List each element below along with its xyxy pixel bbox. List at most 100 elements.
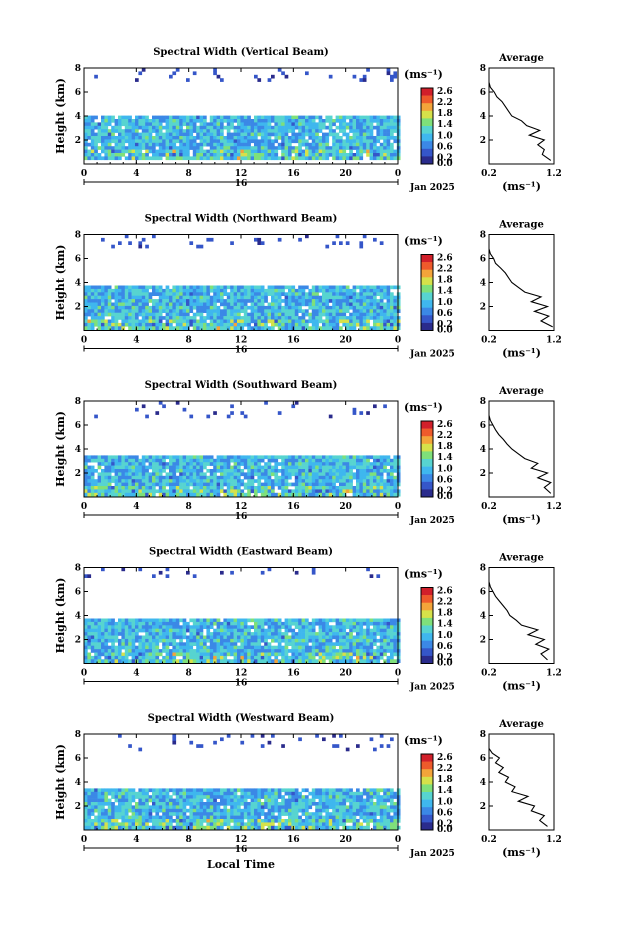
heatmap-cell: [213, 645, 217, 650]
heatmap-cell: [172, 645, 177, 650]
heatmap-cell: [291, 632, 296, 636]
heatmap-cell: [152, 482, 156, 487]
heatmap-cell: [311, 319, 316, 324]
heatmap-cell: [192, 638, 197, 643]
heatmap-cell: [305, 659, 309, 663]
heatmap-cell: [352, 322, 357, 327]
colorbar: 2.62.21.81.41.00.60.20.0: [420, 87, 453, 169]
heatmap-cell: [237, 482, 241, 487]
heatmap-cell: [162, 642, 166, 646]
heatmap-cell: [179, 628, 183, 633]
heatmap-cell: [298, 305, 302, 310]
heatmap-cell: [345, 462, 350, 466]
heatmap-cell: [84, 302, 88, 307]
heatmap-cell: [345, 288, 350, 293]
heatmap-cell: [158, 302, 163, 307]
heatmap-cell: [138, 659, 143, 663]
heatmap-cell: [254, 288, 258, 293]
heatmap-cell: [386, 309, 391, 313]
heatmap-cell: [84, 119, 88, 123]
heatmap-cell: [138, 244, 143, 249]
heatmap-cell: [274, 655, 279, 660]
heatmap-cell: [281, 312, 285, 317]
heatmap-cell: [172, 125, 177, 130]
heatmap-cell: [311, 489, 316, 494]
heatmap-cell: [274, 465, 279, 470]
heatmap-cell: [199, 142, 204, 147]
heatmap-cell: [325, 618, 330, 623]
heatmap-cell: [379, 455, 384, 460]
heatmap-cell: [162, 628, 166, 633]
profile-ytick-label: 2: [480, 136, 486, 146]
colorbar-tick: 2.2: [437, 431, 453, 441]
heatmap-cell: [281, 489, 285, 494]
heatmap-cell: [220, 659, 224, 663]
heatmap-cell: [175, 486, 180, 490]
heatmap-cell: [84, 115, 88, 120]
heatmap-cell: [277, 455, 282, 460]
heatmap-cell: [97, 642, 102, 646]
heatmap-cell: [179, 638, 183, 643]
heatmap-cell: [366, 129, 370, 133]
heatmap-cell: [216, 475, 221, 480]
heatmap-cell: [237, 326, 241, 330]
heatmap-cell: [169, 319, 173, 324]
heatmap-cell: [124, 489, 129, 494]
heatmap-cell: [165, 642, 170, 646]
heatmap-cell: [366, 125, 370, 130]
heatmap-cell: [250, 635, 255, 640]
heatmap-cell: [90, 798, 95, 803]
heatmap-cell: [298, 469, 302, 473]
heatmap-cell: [209, 122, 214, 127]
heatmap-cell: [189, 462, 194, 466]
heatmap-cell: [277, 625, 282, 629]
heatmap-cell: [362, 455, 367, 460]
heatmap-cell: [257, 621, 262, 626]
heatmap-cell: [141, 305, 146, 310]
heatmap-cell: [328, 115, 333, 120]
heatmap-cell: [264, 299, 268, 303]
heatmap-cell: [148, 638, 153, 643]
heatmap-cell: [264, 149, 268, 154]
heatmap-cell: [192, 312, 197, 317]
heatmap-cell: [383, 632, 387, 636]
heatmap-cell: [298, 302, 302, 307]
heatmap-cell: [179, 469, 183, 473]
heatmap-cell: [230, 146, 234, 150]
heatmap-cell: [165, 312, 170, 317]
heatmap-cell: [179, 462, 183, 466]
heatmap-cell: [376, 125, 381, 130]
heatmap-cell: [345, 309, 350, 313]
heatmap-cell: [298, 156, 302, 161]
heatmap-cell: [220, 299, 224, 303]
colorbar-swatch: [421, 428, 433, 437]
xtick-label: 0: [81, 169, 87, 179]
heatmap-cell: [298, 153, 302, 157]
heatmap-cell: [220, 129, 224, 133]
heatmap-cell: [213, 136, 217, 140]
heatmap-cell: [148, 119, 153, 123]
heatmap-cell: [294, 322, 299, 327]
heatmap-cell: [192, 292, 197, 296]
heatmap-cell: [199, 645, 204, 650]
ytick-label: 2: [75, 469, 81, 479]
heatmap-cell: [237, 469, 241, 473]
heatmap-cell: [379, 129, 384, 133]
heatmap-cell: [277, 136, 282, 140]
heatmap-cell: [158, 401, 163, 405]
heatmap-cell: [379, 119, 384, 123]
heatmap-cell: [356, 316, 360, 320]
heatmap-cell: [345, 489, 350, 494]
heatmap-cell: [124, 625, 129, 629]
heatmap-cell: [240, 618, 245, 623]
profile-frame: [488, 400, 555, 498]
heatmap-cell: [264, 139, 268, 144]
heatmap-cell: [332, 479, 336, 483]
heatmap-cell: [311, 292, 316, 296]
heatmap-cell: [192, 153, 197, 157]
heatmap-cell: [179, 142, 183, 147]
heatmap-cell: [148, 455, 153, 460]
heatmap-cell: [277, 312, 282, 317]
heatmap-cell: [186, 659, 190, 663]
heatmap-cell: [104, 635, 109, 640]
